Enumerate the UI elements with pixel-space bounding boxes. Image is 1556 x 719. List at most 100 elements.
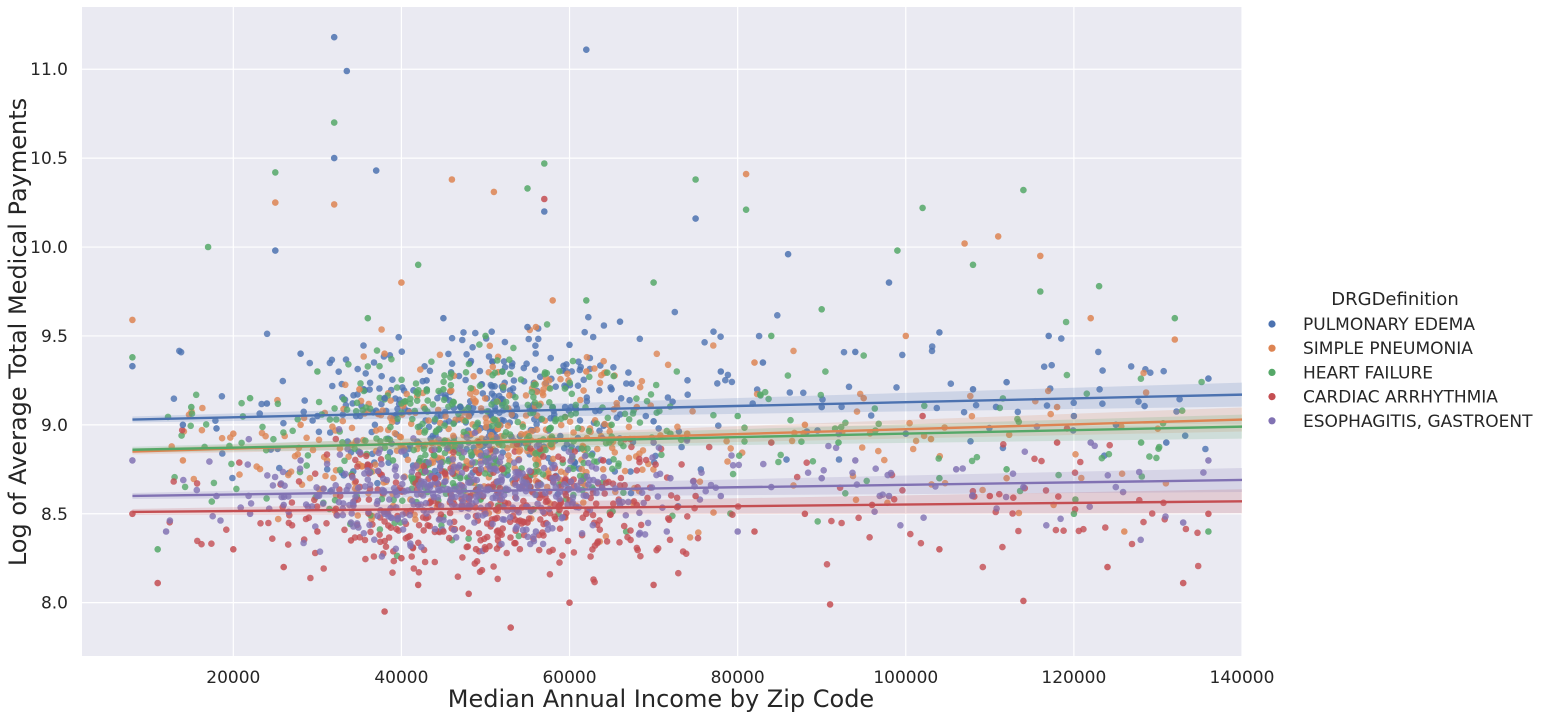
scatter-point bbox=[818, 474, 825, 482]
cloud-point bbox=[494, 357, 501, 364]
cloud-point bbox=[395, 333, 403, 341]
cloud-point bbox=[784, 372, 792, 379]
cloud-point bbox=[323, 466, 331, 473]
regression-lines bbox=[132, 393, 1243, 514]
cloud-point bbox=[1038, 457, 1045, 465]
cloud-point bbox=[515, 509, 522, 516]
x-tick-label: 60000 bbox=[542, 668, 596, 688]
cloud-point bbox=[493, 545, 501, 552]
scatter-point bbox=[1003, 474, 1010, 482]
cloud-point bbox=[655, 444, 663, 451]
cloud-point bbox=[471, 560, 479, 567]
cloud-point bbox=[722, 376, 729, 384]
cloud-point bbox=[472, 545, 480, 553]
cloud-point bbox=[594, 539, 601, 547]
cloud-point bbox=[1181, 432, 1189, 440]
cloud-point bbox=[269, 482, 277, 489]
cloud-point bbox=[431, 525, 439, 533]
scatter-point bbox=[515, 448, 523, 455]
cloud-point bbox=[1072, 496, 1079, 503]
cloud-point bbox=[348, 510, 356, 517]
cloud-point bbox=[1058, 335, 1065, 342]
cloud-point bbox=[728, 378, 736, 386]
legend-marker bbox=[1268, 344, 1276, 352]
cloud-point bbox=[589, 521, 597, 529]
cloud-point bbox=[354, 463, 361, 470]
cloud-point bbox=[968, 457, 976, 465]
cloud-point bbox=[354, 437, 361, 445]
cloud-point bbox=[233, 485, 240, 493]
cloud-point bbox=[607, 511, 614, 518]
cloud-point bbox=[419, 492, 427, 499]
scatter-point bbox=[414, 581, 422, 589]
scatter-point bbox=[885, 279, 893, 286]
cloud-point bbox=[386, 496, 393, 503]
scatter-point bbox=[532, 528, 540, 535]
cloud-point bbox=[435, 425, 443, 433]
cloud-point bbox=[666, 536, 674, 544]
scatter-point bbox=[272, 247, 279, 254]
cloud-point bbox=[1140, 369, 1147, 377]
cloud-point bbox=[1155, 443, 1163, 451]
cloud-point bbox=[979, 563, 987, 571]
cloud-point bbox=[343, 406, 351, 414]
cloud-point bbox=[524, 533, 531, 541]
cloud-point bbox=[476, 483, 484, 491]
cloud-point bbox=[502, 398, 510, 406]
cloud-point bbox=[542, 446, 549, 454]
cloud-point bbox=[265, 519, 272, 527]
scatter-point bbox=[616, 318, 624, 326]
cloud-point bbox=[522, 392, 530, 399]
scatter-point bbox=[692, 492, 699, 500]
cloud-point bbox=[603, 538, 611, 545]
cloud-point bbox=[689, 408, 696, 415]
cloud-point bbox=[686, 534, 694, 541]
scatter-point bbox=[1205, 457, 1212, 464]
cloud-point bbox=[284, 541, 292, 548]
cloud-point bbox=[527, 445, 534, 452]
scatter-point bbox=[330, 33, 338, 41]
cloud-point bbox=[543, 321, 551, 328]
scatter-point bbox=[1087, 314, 1094, 322]
cloud-point bbox=[587, 553, 594, 560]
cloud-point bbox=[237, 504, 244, 511]
scatter-point bbox=[532, 323, 540, 331]
cloud-point bbox=[306, 474, 314, 482]
cloud-point bbox=[315, 398, 323, 406]
cloud-point bbox=[647, 391, 655, 398]
cloud-point bbox=[323, 451, 331, 458]
cloud-point bbox=[909, 445, 917, 453]
cloud-point bbox=[1000, 441, 1007, 448]
cloud-point bbox=[352, 456, 359, 464]
scatter-point bbox=[188, 403, 195, 411]
cloud-point bbox=[633, 544, 641, 552]
cloud-point bbox=[656, 470, 664, 478]
cloud-point bbox=[897, 522, 904, 529]
cloud-point bbox=[510, 377, 518, 384]
cloud-point bbox=[462, 369, 470, 376]
scatter-point bbox=[751, 359, 758, 366]
cloud-point bbox=[586, 373, 593, 381]
cloud-point bbox=[817, 391, 825, 399]
cloud-point bbox=[589, 511, 597, 519]
cloud-point bbox=[376, 362, 383, 370]
cloud-point bbox=[600, 357, 607, 365]
cloud-point bbox=[921, 402, 928, 410]
cloud-point bbox=[392, 479, 400, 486]
cloud-point bbox=[539, 508, 547, 515]
cloud-point bbox=[641, 531, 649, 538]
cloud-point bbox=[623, 380, 630, 387]
cloud-point bbox=[855, 514, 862, 522]
cloud-point bbox=[679, 548, 687, 555]
cloud-point bbox=[367, 528, 374, 536]
cloud-point bbox=[1047, 410, 1054, 418]
scatter-point bbox=[1070, 510, 1078, 518]
scatter-point bbox=[280, 501, 288, 509]
cloud-point bbox=[1098, 454, 1106, 462]
cloud-point bbox=[280, 419, 287, 427]
scatter-point bbox=[398, 448, 405, 455]
cloud-point bbox=[489, 358, 496, 365]
cloud-point bbox=[640, 499, 647, 507]
cloud-point bbox=[550, 461, 558, 469]
cloud-point bbox=[547, 415, 554, 422]
